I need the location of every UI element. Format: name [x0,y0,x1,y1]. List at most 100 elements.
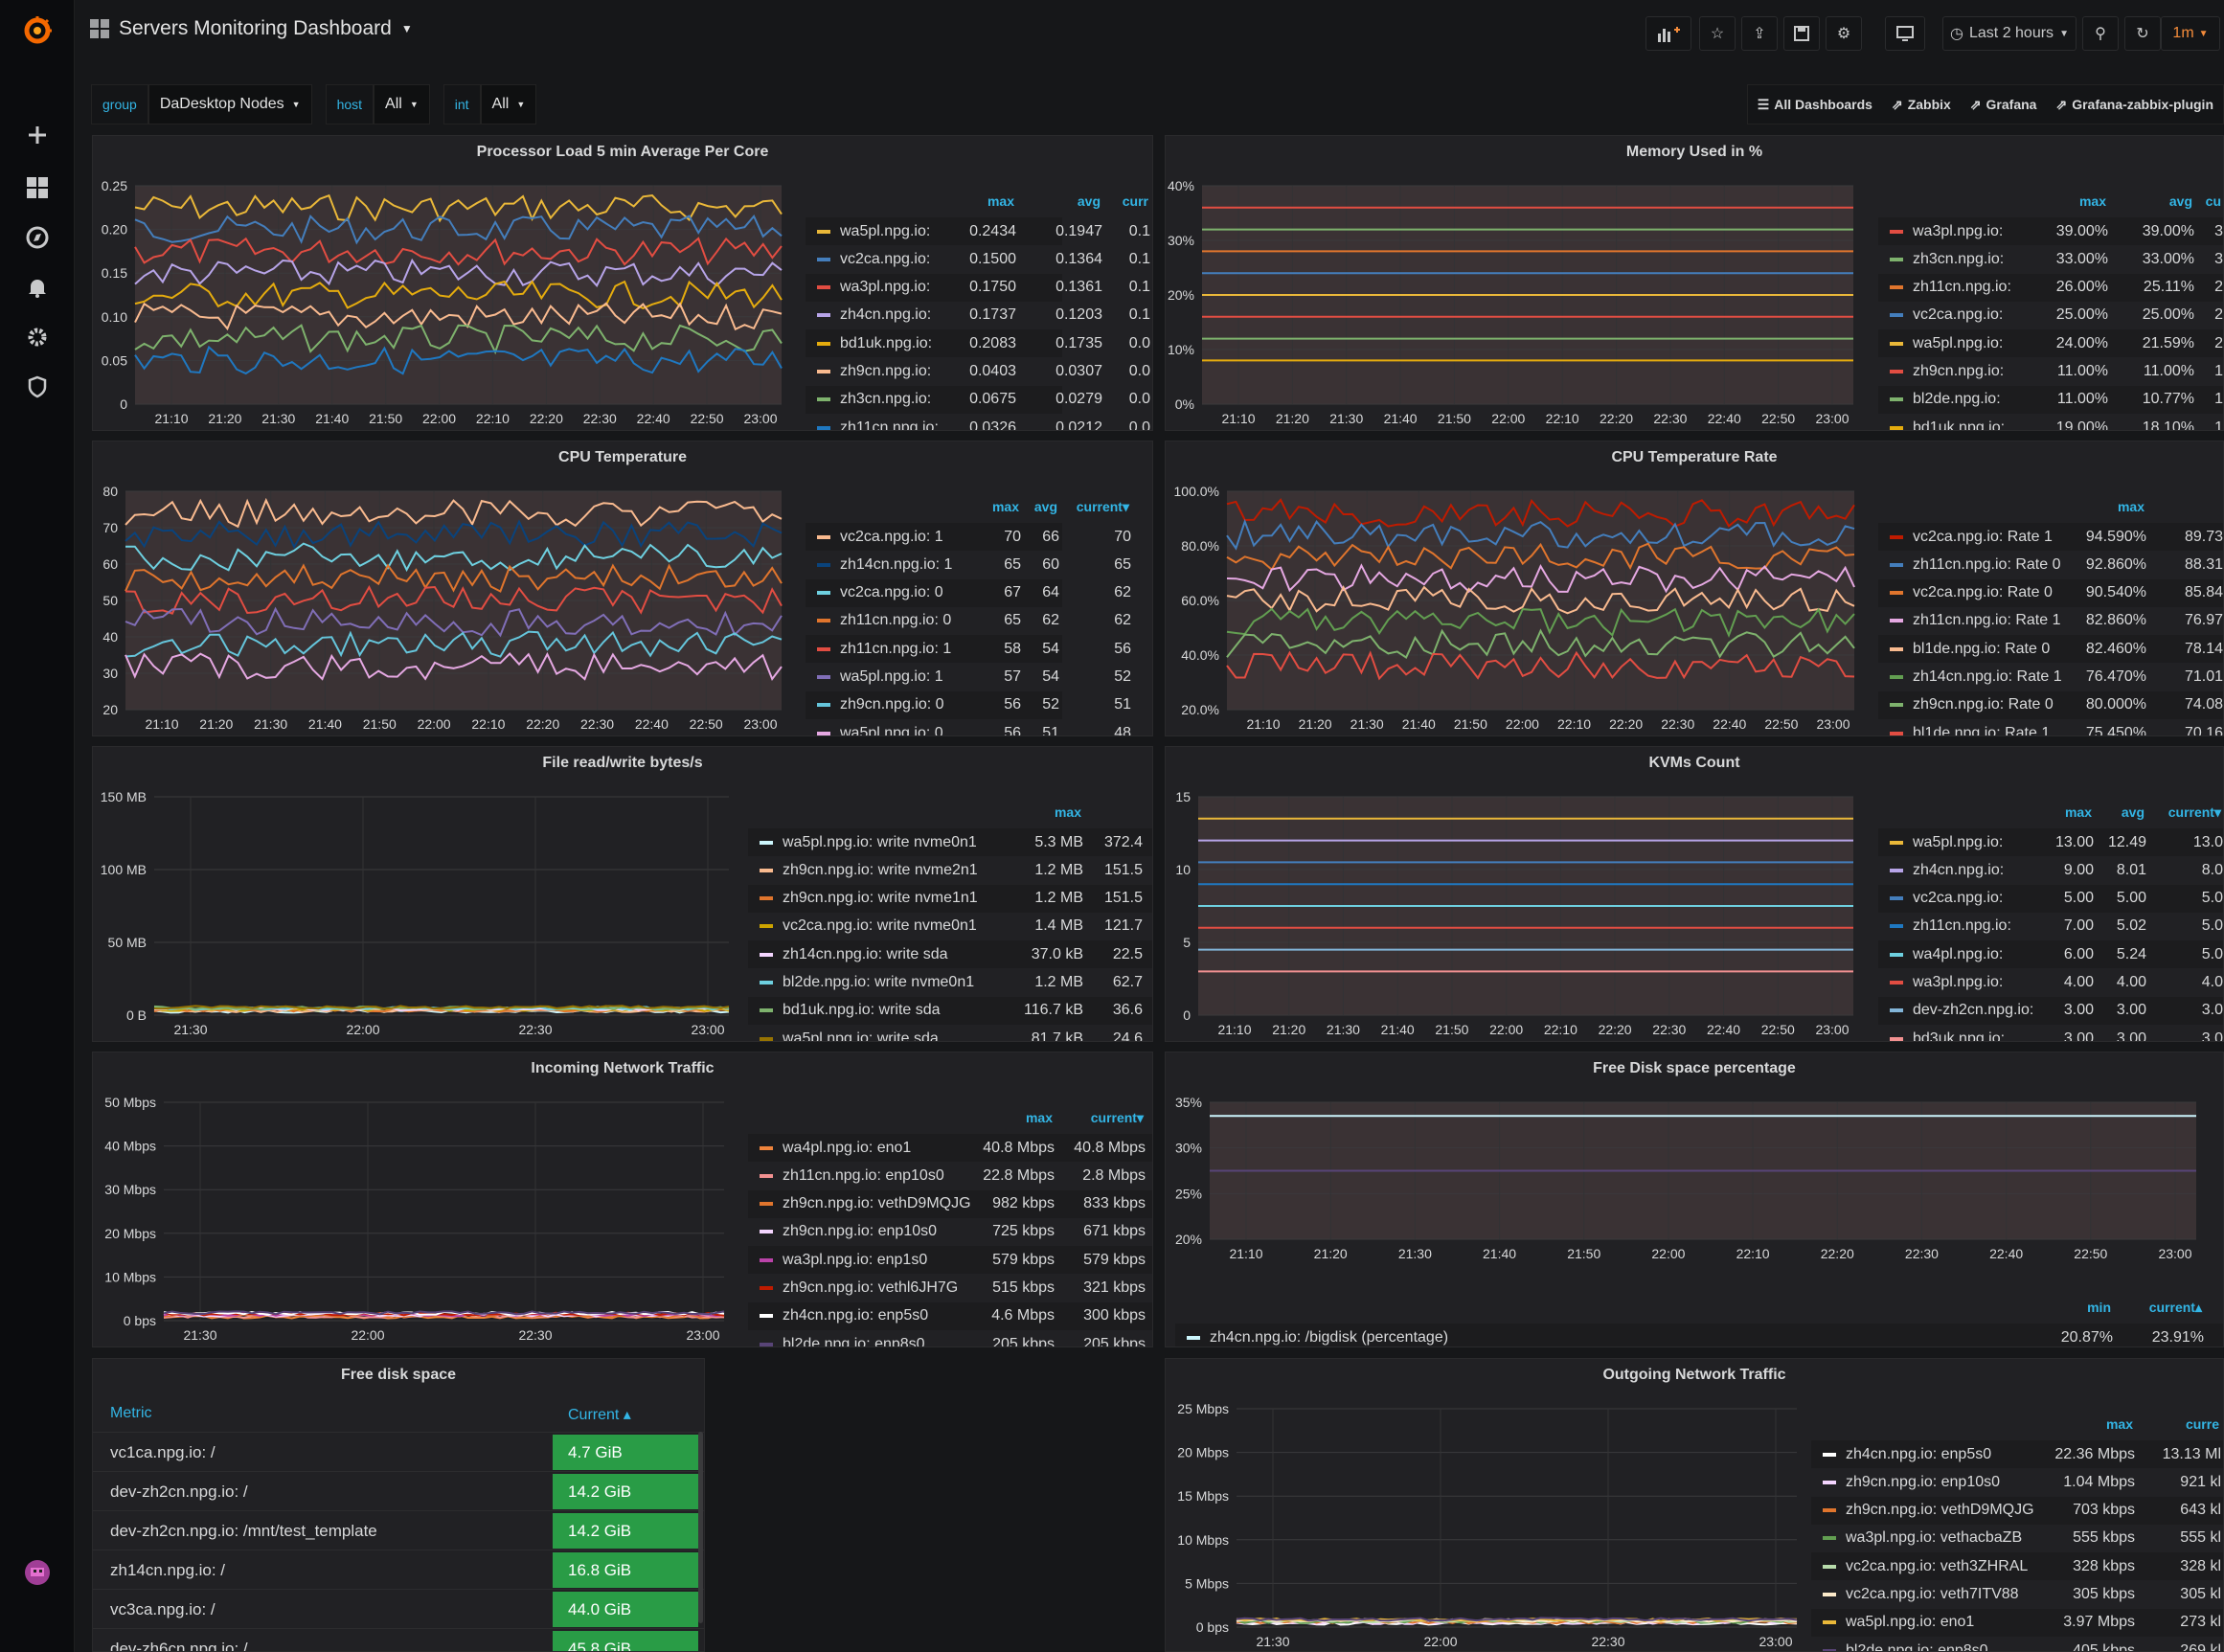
legend-series[interactable]: bl2de.npg.io: enp8s0 205 kbps 205 kbps [748,1330,1152,1346]
column-header-metric[interactable]: Metric [110,1405,152,1421]
legend-color-swatch[interactable] [760,924,773,929]
graph-canvas[interactable]: 25 Mbps 20 Mbps 15 Mbps 10 Mbps 5 Mbps 0 bps 2… [1166,1359,2224,1652]
legend-color-swatch[interactable] [1823,1452,1836,1457]
legend-series[interactable]: bd1uk.npg.io: 19.00% 18.10% 1 [1878,414,2223,430]
graph-panel[interactable]: Outgoing Network Traffic 25 Mbps 20 Mbps 15… [1165,1358,2224,1652]
legend-series[interactable]: zh4cn.npg.io: 9.00 8.01 8.0 [1878,856,2223,884]
legend-series[interactable]: wa5pl.npg.io: 0 56 51 48 [806,719,1131,735]
legend-color-swatch[interactable] [1823,1620,1836,1625]
settings-button[interactable]: ⚙ [1826,16,1862,51]
alerting-bell-icon[interactable] [20,270,55,305]
legend-series[interactable]: vc2ca.npg.io: 5.00 5.00 5.0 [1878,884,2223,913]
legend-column-header[interactable]: curre [2185,1416,2219,1432]
legend-color-swatch[interactable] [817,285,830,290]
legend-color-swatch[interactable] [817,370,830,373]
legend-color-swatch[interactable] [1890,285,1903,290]
legend-column-header[interactable]: max [2117,499,2145,514]
legend-color-swatch[interactable] [817,341,830,346]
star-button[interactable]: ☆ [1699,16,1736,51]
legend-series[interactable]: vc2ca.npg.io: veth7ITV88 305 kbps 305 kl [1811,1581,2223,1609]
legend-series[interactable]: wa3pl.npg.io: vethacbaZB 555 kbps 555 kl [1811,1525,2223,1552]
legend-color-swatch[interactable] [817,257,830,261]
legend-color-swatch[interactable] [760,1202,773,1207]
legend-column-header[interactable]: current▾ [1090,1110,1144,1125]
legend-color-swatch[interactable] [817,425,830,430]
time-picker-button[interactable]: ◷ Last 2 hours ▼ [1942,16,2076,51]
legend-series[interactable]: bd1uk.npg.io: write sda 116.7 kB 36.6 [748,996,1152,1025]
legend-color-swatch[interactable] [1890,840,1903,845]
legend-series[interactable]: wa5pl.npg.io: write nvme0n1 5.3 MB 372.4 [748,828,1152,856]
legend-color-swatch[interactable] [1890,703,1903,708]
legend-series[interactable]: vc2ca.npg.io: write nvme0n1 1.4 MB 121.7 [748,913,1152,940]
zoom-out-button[interactable]: ⚲ [2082,16,2119,51]
legend-series[interactable]: bd1uk.npg.io: 0.2083 0.1735 0.0 [806,329,1150,358]
legend-column-header[interactable]: max [1054,804,1081,820]
graph-panel[interactable]: Incoming Network Traffic 50 Mbps 40 Mbps 30… [92,1052,1153,1347]
variable-select[interactable]: All ▼ [480,84,537,124]
legend-series[interactable]: vc2ca.npg.io: Rate 1 94.590% 89.73 [1878,523,2223,551]
legend-series[interactable]: zh9cn.npg.io: 0 56 52 51 [806,690,1131,719]
legend-color-swatch[interactable] [760,1342,773,1346]
link-grafana-zabbix-plugin[interactable]: ⇗ Grafana-zabbix-plugin [2046,85,2223,124]
graph-canvas[interactable]: 15 10 5 0 21:10 21:20 21:30 21:40 21:50 22:00 22:1… [1166,747,2224,1042]
panel-title[interactable]: Free Disk space percentage [1593,1060,1796,1076]
legend-series[interactable]: bl1de.npg.io: Rate 1 75.450% 70.16 [1878,719,2223,735]
legend-series[interactable]: wa5pl.npg.io: eno1 3.97 Mbps 273 kl [1811,1608,2223,1637]
legend-color-swatch[interactable] [760,1286,773,1290]
legend-column-header[interactable]: max [1025,1110,1053,1125]
graph-canvas[interactable]: 40% 30% 20% 10% 0% 21:10 21:20 21:30 21:40 21:50 2… [1166,136,2224,431]
legend-series[interactable]: wa3pl.npg.io: 39.00% 39.00% 3 [1878,217,2223,245]
legend-series[interactable]: zh11cn.npg.io: Rate 1 82.860% 76.97 [1878,607,2223,635]
legend-column-header[interactable]: max [2078,193,2106,209]
legend-series[interactable]: vc2ca.npg.io: Rate 0 90.540% 85.84 [1878,578,2223,607]
legend-column-header[interactable]: max [991,499,1019,514]
legend-column-header[interactable]: min [2087,1300,2111,1315]
legend-series[interactable]: zh4cn.npg.io: enp5s0 4.6 Mbps 300 kbps [748,1301,1152,1330]
legend-color-swatch[interactable] [817,731,830,735]
panel-title[interactable]: CPU Temperature Rate [1611,449,1778,465]
legend-series[interactable]: wa5pl.npg.io: 24.00% 21.59% 2 [1878,329,2223,358]
save-button[interactable] [1783,16,1820,51]
legend-column-header[interactable]: avg [2121,804,2145,820]
legend-color-swatch[interactable] [817,313,830,318]
legend-color-swatch[interactable] [760,1173,773,1178]
legend-series[interactable]: wa4pl.npg.io: 6.00 5.24 5.0 [1878,940,2223,969]
legend-series[interactable]: wa3pl.npg.io: 4.00 4.00 4.0 [1878,969,2223,997]
legend-color-swatch[interactable] [1890,646,1903,651]
legend-series[interactable]: zh4cn.npg.io: enp5s0 22.36 Mbps 13.13 Ml [1811,1440,2223,1468]
legend-column-header[interactable]: current▴ [2148,1300,2202,1315]
legend-column-header[interactable]: current▾ [1076,499,1129,514]
panel-title[interactable]: Incoming Network Traffic [531,1060,715,1076]
legend-series[interactable]: zh9cn.npg.io: Rate 0 80.000% 74.08 [1878,690,2223,719]
dashboards-icon[interactable] [20,170,55,205]
legend-color-swatch[interactable] [1890,924,1903,929]
legend-color-swatch[interactable] [1890,981,1903,984]
legend-column-header[interactable]: curr [1122,193,1148,209]
legend-series[interactable]: zh9cn.npg.io: enp10s0 725 kbps 671 kbps [748,1218,1152,1246]
legend-series[interactable]: wa4pl.npg.io: eno1 40.8 Mbps 40.8 Mbps [748,1134,1152,1162]
legend-series[interactable]: zh11cn.npg.io: 0 65 62 62 [806,607,1131,635]
legend-series[interactable]: zh4cn.npg.io: 0.1737 0.1203 0.1 [806,302,1150,329]
legend-color-swatch[interactable] [1187,1335,1200,1340]
legend-column-header[interactable]: current▾ [2167,804,2221,820]
panel-title[interactable]: CPU Temperature [558,449,687,465]
grafana-logo-icon[interactable] [20,13,55,48]
legend-color-swatch[interactable] [1890,425,1903,430]
legend-series[interactable]: zh14cn.npg.io: write sda 37.0 kB 22.5 [748,940,1152,969]
legend-series[interactable]: bl2de.npg.io: 11.00% 10.77% 1 [1878,385,2223,414]
legend-color-swatch[interactable] [1823,1508,1836,1513]
legend-column-header[interactable]: max [2105,1416,2133,1432]
legend-color-swatch[interactable] [760,981,773,984]
legend-series[interactable]: zh9cn.npg.io: vethD9MQJG 982 kbps 833 kbps [748,1189,1152,1218]
legend-color-swatch[interactable] [817,703,830,708]
legend-color-swatch[interactable] [760,1230,773,1234]
table-row[interactable]: vc1ca.npg.io: / 4.7 GiB [93,1432,704,1471]
dashboard-title[interactable]: Servers Monitoring Dashboard ▼ [90,17,413,40]
legend-color-swatch[interactable] [1890,313,1903,318]
legend-column-header[interactable]: avg [1033,499,1057,514]
legend-series[interactable]: zh3cn.npg.io: 33.00% 33.00% 3 [1878,245,2223,273]
legend-color-swatch[interactable] [1890,257,1903,261]
legend-color-swatch[interactable] [817,397,830,402]
legend-color-swatch[interactable] [1823,1648,1836,1651]
legend-color-swatch[interactable] [1823,1536,1836,1541]
